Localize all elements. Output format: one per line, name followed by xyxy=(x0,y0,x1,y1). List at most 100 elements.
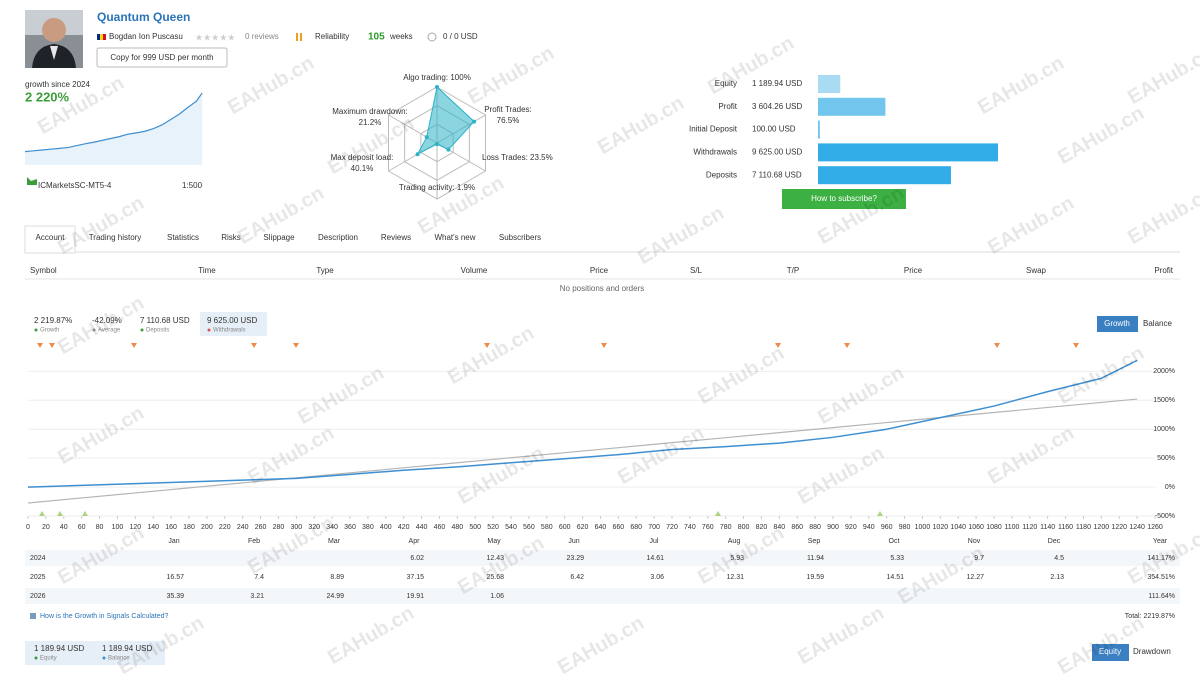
toggle[interactable]: Balance xyxy=(1143,319,1172,328)
watermark: EAHub.cn xyxy=(984,422,1078,489)
watermark: EAHub.cn xyxy=(634,202,728,269)
x-tick-label: 860 xyxy=(791,524,803,531)
deposit-marker xyxy=(57,511,63,516)
radar-value: 1.9% xyxy=(457,183,475,192)
x-tick-label: 40 xyxy=(60,524,68,531)
tab[interactable]: Description xyxy=(318,233,358,242)
x-tick-label: 60 xyxy=(78,524,86,531)
funds: 0 / 0 USD xyxy=(443,32,478,41)
tab[interactable]: Account xyxy=(36,233,66,242)
bar-category: Withdrawals xyxy=(693,148,737,157)
bar-category: Initial Deposit xyxy=(689,125,738,134)
stat-label: Growth xyxy=(40,328,59,334)
radar-axis-name: Algo trading: xyxy=(403,73,448,82)
copy-button-label[interactable]: Copy for 999 USD per month xyxy=(110,53,213,62)
radar-point xyxy=(415,152,420,157)
month-header: Feb xyxy=(248,538,260,545)
x-tick-label: 1200 xyxy=(1094,524,1110,531)
x-tick-label: 300 xyxy=(290,524,302,531)
x-tick-label: 880 xyxy=(809,524,821,531)
month-header: May xyxy=(487,538,501,545)
tab[interactable]: Subscribers xyxy=(499,233,541,242)
equity-toggle-active[interactable] xyxy=(1092,644,1129,661)
year-label: 2026 xyxy=(30,593,46,600)
stat-value: 1 189.94 USD xyxy=(102,644,152,653)
radar-area xyxy=(416,86,475,156)
growth-link[interactable]: How is the Growth in Signals Calculated? xyxy=(40,613,169,620)
watermark: EAHub.cn xyxy=(554,612,648,679)
bar-category: Deposits xyxy=(706,170,737,179)
broker[interactable]: ICMarketsSC-MT5-4 xyxy=(38,181,112,190)
x-tick-label: 420 xyxy=(398,524,410,531)
subscribe-button[interactable] xyxy=(782,189,906,209)
y-tick-label: 2000% xyxy=(1153,368,1175,375)
tab[interactable]: What's new xyxy=(434,233,475,242)
bar-value-label: 9 625.00 USD xyxy=(752,148,802,157)
x-tick-label: 200 xyxy=(201,524,213,531)
x-tick-label: 1000 xyxy=(915,524,931,531)
subscribe-button-label[interactable]: How to subscribe? xyxy=(811,194,877,203)
month-value: 5.33 xyxy=(890,555,904,562)
toggle[interactable]: Growth xyxy=(1104,319,1130,328)
copy-button[interactable] xyxy=(96,47,228,68)
x-tick-label: 100 xyxy=(112,524,124,531)
stat-dot xyxy=(34,328,38,332)
broker-icon xyxy=(27,177,37,185)
tab[interactable]: Risks xyxy=(221,233,241,242)
radar-point xyxy=(446,147,451,152)
radar-label: Maximum drawdown: 21.2% xyxy=(332,107,408,127)
withdrawal-marker xyxy=(1073,343,1079,348)
tab[interactable]: Statistics xyxy=(167,233,199,242)
month-header: Mar xyxy=(328,538,341,545)
tab[interactable]: Reviews xyxy=(381,233,411,242)
row-bg xyxy=(25,550,1180,566)
x-tick-label: 1160 xyxy=(1058,524,1073,531)
growth-toggle-active[interactable] xyxy=(1097,316,1138,332)
month-header: Aug xyxy=(728,538,741,545)
total: Total: 2219.87% xyxy=(1125,613,1175,620)
watermark: EAHub.cn xyxy=(814,362,908,429)
column-header: Swap xyxy=(1026,266,1047,275)
x-tick-label: 0 xyxy=(26,524,30,531)
x-tick-label: 580 xyxy=(541,524,553,531)
stat-value: 9 625.00 USD xyxy=(207,316,257,325)
y-tick-label: 500% xyxy=(1157,455,1175,462)
x-tick-label: 320 xyxy=(308,524,320,531)
watermark: EAHub.cn xyxy=(594,92,688,159)
y-tick-label: 1000% xyxy=(1153,426,1175,433)
author[interactable]: Bogdan Ion Puscasu xyxy=(109,32,183,41)
tab[interactable]: Trading history xyxy=(89,233,142,242)
x-tick-label: 440 xyxy=(416,524,428,531)
toggle[interactable]: Equity xyxy=(1099,647,1121,656)
radar-axis-name: Profit Trades: xyxy=(484,105,532,114)
x-tick-label: 1100 xyxy=(1004,524,1019,531)
deposit-marker xyxy=(715,511,721,516)
stat-value: 2 219.87% xyxy=(34,316,72,325)
watermark: EAHub.cn xyxy=(694,342,788,409)
x-tick-label: 940 xyxy=(863,524,875,531)
x-tick-label: 160 xyxy=(165,524,177,531)
x-tick-label: 960 xyxy=(881,524,893,531)
bar-category: Equity xyxy=(715,79,737,88)
month-value: 24.99 xyxy=(326,593,344,600)
watermark: EAHub.cn xyxy=(244,512,338,579)
toggle[interactable]: Drawdown xyxy=(1133,647,1171,656)
stat-highlight xyxy=(200,312,267,336)
column-header: Volume xyxy=(461,266,488,275)
month-value: 3.21 xyxy=(250,593,264,600)
x-tick-label: 900 xyxy=(827,524,839,531)
tab[interactable]: Slippage xyxy=(263,233,295,242)
column-header: T/P xyxy=(787,266,799,275)
x-tick-label: 1040 xyxy=(950,524,966,531)
reviews[interactable]: 0 reviews xyxy=(245,32,279,41)
x-tick-label: 1260 xyxy=(1147,524,1163,531)
deposit-marker xyxy=(82,511,88,516)
x-tick-label: 500 xyxy=(469,524,481,531)
radar-label: Algo trading: 100% xyxy=(403,73,471,82)
signal-title[interactable]: Quantum Queen xyxy=(97,10,190,24)
month-value: 7.4 xyxy=(254,574,264,581)
y-tick-label: -500% xyxy=(1155,513,1175,520)
stat-value: -42.09% xyxy=(92,316,122,325)
sparkline xyxy=(24,92,203,153)
radar-axis-name: Maximum drawdown: xyxy=(332,107,408,116)
